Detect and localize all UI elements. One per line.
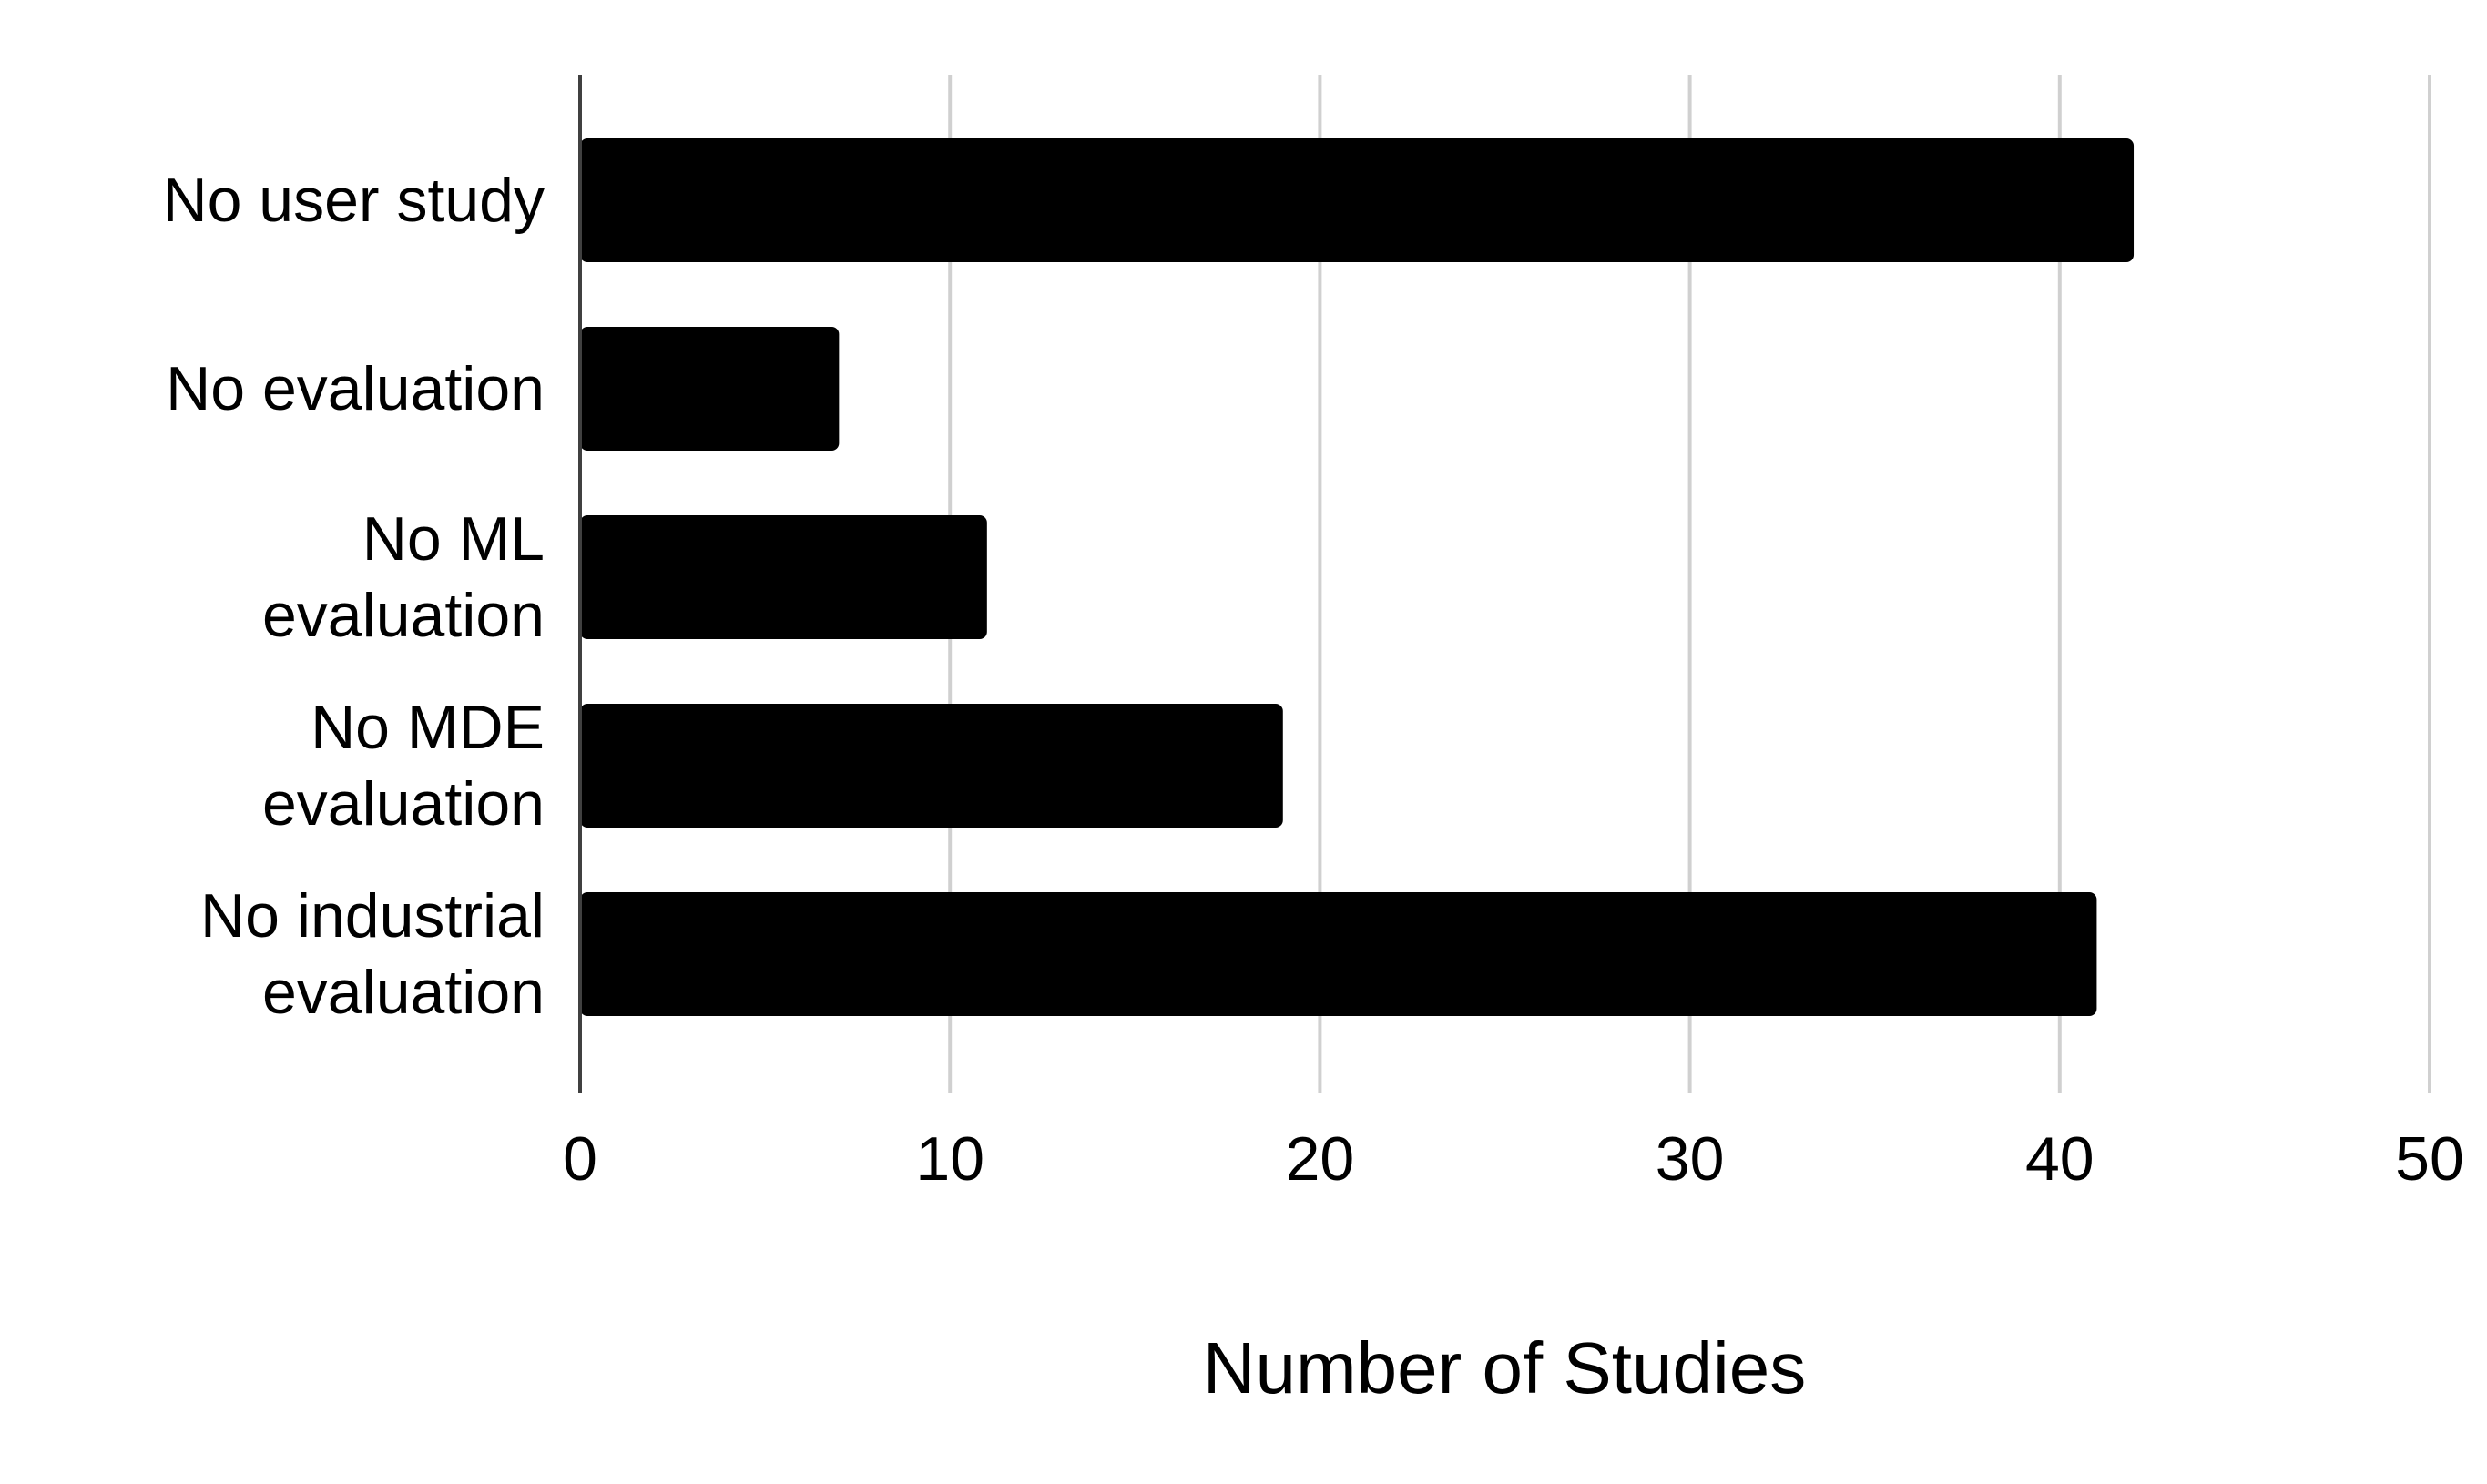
category-label-line: No user study <box>162 166 545 235</box>
category-label-line: No industrial <box>200 881 545 950</box>
x-tick-label-30: 30 <box>1656 1124 1725 1194</box>
category-label-line: evaluation <box>262 958 545 1027</box>
bar-0 <box>580 138 2135 262</box>
bars <box>580 138 2135 1016</box>
x-axis-title: Number of Studies <box>1203 1327 1807 1408</box>
bar-1 <box>580 327 840 451</box>
x-tick-label-20: 20 <box>1286 1124 1355 1194</box>
category-label-line: evaluation <box>262 769 545 839</box>
bar-4 <box>580 892 2097 1016</box>
labels: 0 10 20 30 40 50 No user study No evaluation No … <box>162 166 2463 1408</box>
x-tick-label-50: 50 <box>2395 1124 2464 1194</box>
category-label-line: evaluation <box>262 581 545 650</box>
x-tick-label-0: 0 <box>563 1124 597 1194</box>
category-label-3: No MDE evaluation <box>262 693 545 839</box>
bar-2 <box>580 515 987 639</box>
category-label-2: No ML evaluation <box>262 504 545 650</box>
category-label-line: No evaluation <box>166 354 545 423</box>
x-tick-label-40: 40 <box>2025 1124 2095 1194</box>
category-label-line: No MDE <box>311 693 545 762</box>
category-label-0: No user study <box>162 166 545 235</box>
category-label-line: No ML <box>362 504 545 574</box>
bar-3 <box>580 704 1283 828</box>
x-tick-label-10: 10 <box>915 1124 984 1194</box>
category-label-4: No industrial evaluation <box>200 881 545 1027</box>
category-label-1: No evaluation <box>166 354 545 423</box>
